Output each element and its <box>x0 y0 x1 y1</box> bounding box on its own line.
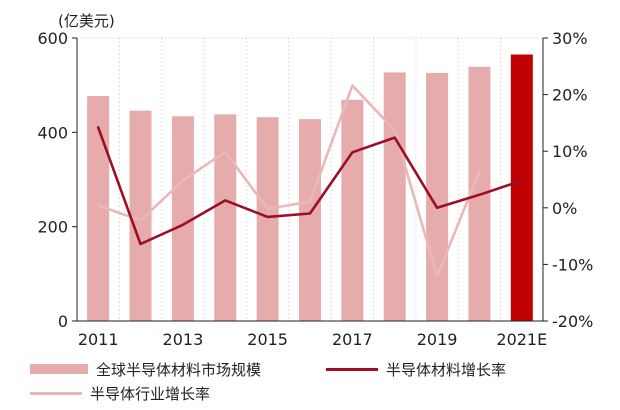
legend-swatch-material-growth <box>326 367 378 371</box>
chart-legend: 全球半导体材料市场规模 半导体材料增长率 半导体行业增长率 <box>30 358 610 406</box>
x-tick-label-2019: 2019 <box>417 330 458 349</box>
right-tick-label-10%: 10% <box>552 142 588 161</box>
bar-2012 <box>129 110 152 322</box>
right-tick-label--20%: -20% <box>552 312 593 331</box>
bar-2015 <box>256 117 279 322</box>
x-tick-label-2015: 2015 <box>247 330 288 349</box>
line-material-growth <box>96 126 524 246</box>
legend-swatch-industry-growth <box>30 391 82 395</box>
bar-2018 <box>383 72 406 321</box>
bar-2021E <box>510 54 533 322</box>
right-tick-label-30%: 30% <box>552 29 588 48</box>
right-tick-label--10%: -10% <box>552 255 593 274</box>
x-tick-label-2017: 2017 <box>332 330 373 349</box>
right-tick-label-0%: 0% <box>552 199 577 218</box>
left-tick-label-400: 400 <box>37 123 68 142</box>
bar-2014 <box>214 114 237 321</box>
legend-label-market-size: 全球半导体材料市场规模 <box>96 360 262 379</box>
legend-label-industry-growth: 半导体行业增长率 <box>90 384 211 403</box>
right-tick-label-20%: 20% <box>552 86 588 105</box>
left-tick-label-600: 600 <box>37 29 68 48</box>
bar-series-market-size <box>87 54 533 322</box>
legend-item-market-size: 全球半导体材料市场规模 <box>30 358 261 380</box>
legend-swatch-market-size <box>30 364 88 374</box>
line-industry-growth <box>96 84 481 278</box>
bar-2013 <box>171 116 194 322</box>
bar-2016 <box>299 119 321 321</box>
axes <box>72 37 548 322</box>
vertical-gridlines <box>77 37 543 321</box>
legend-item-industry-growth: 半导体行业增长率 <box>30 382 210 404</box>
bar-2011 <box>87 96 110 321</box>
left-tick-label-200: 200 <box>37 218 68 237</box>
legend-item-material-growth: 半导体材料增长率 <box>326 358 506 380</box>
legend-label-material-growth: 半导体材料增长率 <box>386 360 507 379</box>
bar-2017 <box>341 99 364 321</box>
tick-labels: 0 200 400 600 -20% -10% 0% 10% 20% 30% 2011 2013 201… <box>37 29 593 349</box>
left-tick-label-0: 0 <box>58 312 68 331</box>
line-series-layer <box>96 84 524 278</box>
x-tick-label-2021E: 2021E <box>496 330 547 349</box>
x-tick-label-2013: 2013 <box>163 330 204 349</box>
left-axis-unit-label: (亿美元) <box>58 12 115 30</box>
x-tick-label-2011: 2011 <box>78 330 119 349</box>
